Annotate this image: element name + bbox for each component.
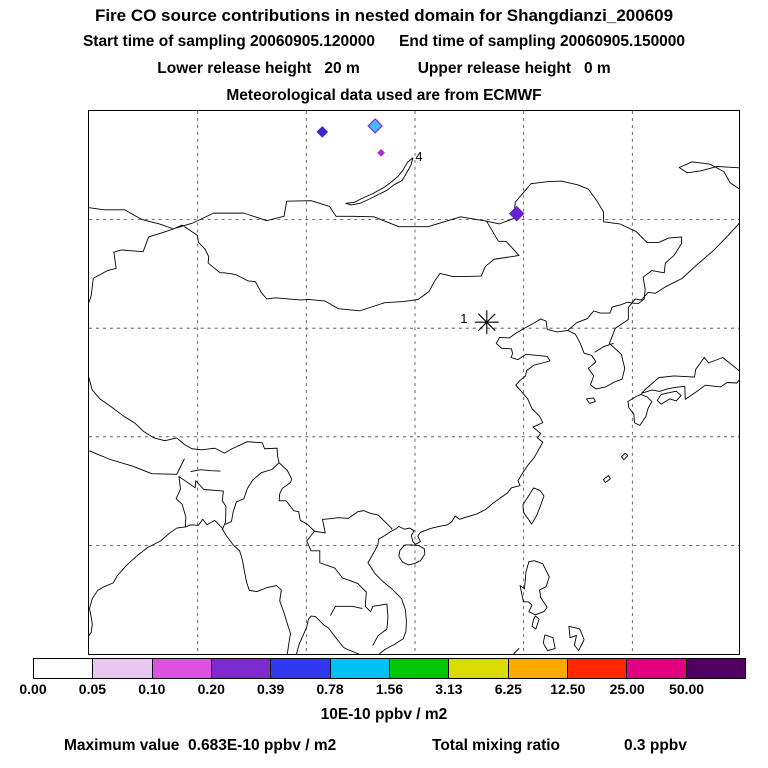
bay-of-bengal-coast	[89, 518, 291, 654]
amami-island	[620, 452, 629, 461]
sampling-times-row: Start time of sampling 20060905.120000 E…	[0, 33, 768, 51]
colorbar-tick-label: 0.05	[78, 681, 107, 697]
colorbar-units-label: 10E-10 ppbv / m2	[320, 706, 448, 723]
map-svg: 41	[89, 111, 739, 654]
colorbar-tick-label: 0.00	[19, 681, 47, 697]
colorbar-segment	[448, 659, 508, 678]
india-myanmar-border	[225, 462, 280, 525]
shikoku-island	[656, 390, 682, 405]
china-korea-border	[567, 301, 640, 331]
taiwan-island	[522, 487, 545, 525]
colorbar-tick-label: 50.00	[669, 681, 705, 697]
china-kazakhstan-border	[89, 228, 174, 303]
maximum-value-text: Maximum value 0.683E-10 ppbv / m2	[64, 737, 337, 754]
colorbar-segment	[329, 659, 389, 678]
end-time-text: End time of sampling 20060905.150000	[399, 33, 686, 50]
honshu-island	[641, 357, 739, 400]
nepal-border	[89, 450, 185, 475]
mixing-ratio-label: Total mixing ratio	[432, 737, 561, 754]
colorbar-segment	[388, 659, 449, 678]
release-point-number: 4	[415, 149, 422, 164]
mongolia-border	[173, 200, 520, 312]
jeju-island	[586, 397, 596, 404]
thailand-cambodia-border	[330, 605, 363, 616]
bangladesh-border	[175, 476, 227, 531]
coastlines-and-borders	[89, 157, 739, 654]
colorbar-tick-label: 3.13	[435, 681, 463, 697]
release-point-asterisk-marker	[477, 313, 496, 332]
mainland-coastline	[367, 223, 739, 654]
palawan-island	[513, 648, 520, 654]
okhotsk-coast	[678, 161, 739, 190]
markers-layer: 41	[316, 118, 525, 335]
colorbar-segment	[92, 659, 152, 678]
colorbar-tick-label: 0.39	[257, 681, 285, 697]
colorbar-segment	[685, 659, 745, 678]
colorbar-tick-label: 1.56	[375, 681, 404, 697]
colorbar-segment	[270, 659, 330, 678]
russia-kazakhstan-border	[89, 207, 174, 230]
panay-island	[542, 634, 556, 652]
source-contribution-diamond-marker	[377, 149, 385, 157]
luzon-island	[519, 560, 550, 616]
release-point-number: 1	[460, 311, 467, 326]
colorbar-segment	[34, 659, 93, 678]
colorbar-tick-label: 12.50	[550, 681, 586, 697]
lower-release-height-text: Lower release height 20 m	[157, 60, 360, 77]
korea-dmz-border	[594, 342, 614, 353]
colorbar-tick-label: 6.25	[494, 681, 522, 697]
source-contribution-diamond-marker	[508, 205, 525, 222]
colorbar-segment	[626, 659, 686, 678]
mindoro-island	[531, 615, 540, 630]
footer-stats-row: Maximum value 0.683E-10 ppbv / m2 Total …	[0, 737, 768, 759]
source-contribution-diamond-marker	[316, 126, 329, 138]
hainan-island	[398, 544, 426, 566]
indochina-borders	[306, 530, 389, 646]
colorbar-tick-label: 0.20	[197, 681, 225, 697]
colorbar-tick-label: 25.00	[609, 681, 645, 697]
gulf-of-thailand-coast	[296, 615, 360, 654]
colorbar-tick-label: 0.78	[316, 681, 344, 697]
okinawa-island	[602, 475, 611, 484]
colorbar	[33, 658, 746, 679]
colorbar-tick-label: 0.10	[138, 681, 166, 697]
colorbar-segment	[566, 659, 627, 678]
start-time-text: Start time of sampling 20060905.120000	[82, 33, 376, 50]
met-data-source-text: Meteorological data used are from ECMWF	[226, 87, 542, 104]
kyushu-island	[627, 394, 653, 426]
colorbar-tick-labels: 0.00 0.05 0.10 0.20 0.39 0.78 1.56 3.13 6.25 12.5…	[19, 681, 746, 698]
upper-release-height-text: Upper release height 0 m	[417, 60, 611, 77]
samar-leyte-islands	[568, 625, 585, 652]
mixing-ratio-value: 0.3 ppbv	[624, 737, 687, 754]
page-title: Fire CO source contributions in nested d…	[94, 6, 674, 25]
lake-baikal	[345, 157, 414, 206]
colorbar-segment	[210, 659, 271, 678]
graticule	[89, 111, 739, 654]
colorbar-segment	[151, 659, 211, 678]
bhutan-border	[190, 469, 221, 473]
colorbar-segment	[507, 659, 567, 678]
source-contribution-diamond-marker	[367, 118, 383, 134]
russia-china-border	[486, 180, 683, 304]
himalaya-borders	[89, 377, 393, 534]
release-heights-row: Lower release height 20 m Upper release …	[0, 60, 768, 78]
